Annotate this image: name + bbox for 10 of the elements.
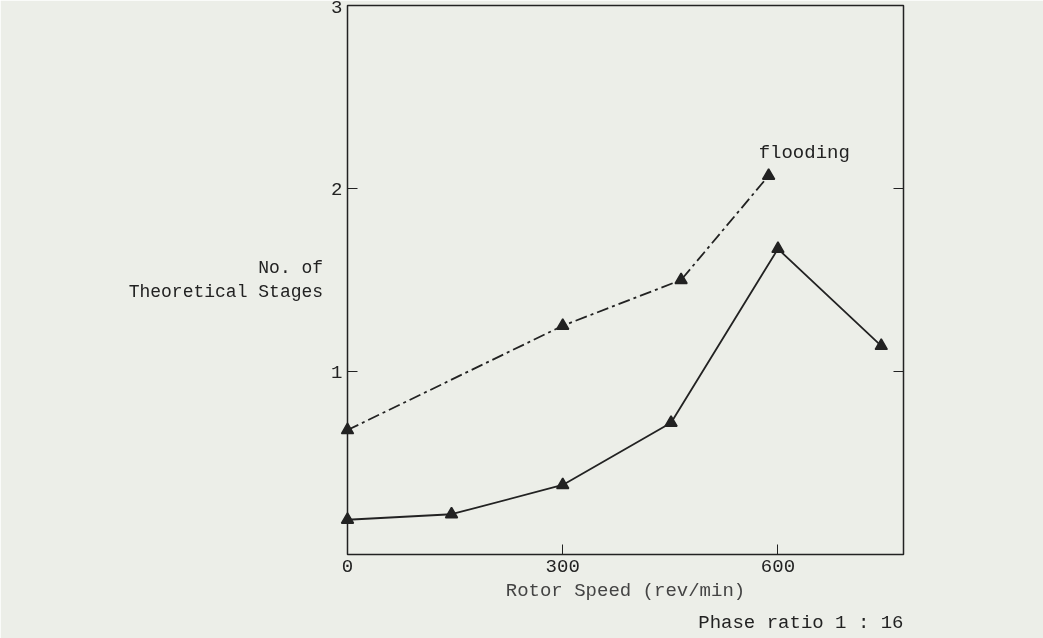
y-tick-label: 2 <box>331 178 343 201</box>
text: Phase ratio 1 : 16 <box>698 611 904 634</box>
y-axis-title: No. of Theoretical Stages <box>128 258 324 302</box>
x-tick-label: 0 <box>341 555 354 578</box>
annotation: flooding <box>758 141 850 164</box>
x-axis-title: Rotor Speed (rev/min) <box>505 579 746 602</box>
x-tick-label: 300 <box>545 555 580 578</box>
y-tick-label: 3 <box>331 0 343 19</box>
y-tick-label: 1 <box>331 361 343 384</box>
x-tick-label: 600 <box>760 555 796 578</box>
